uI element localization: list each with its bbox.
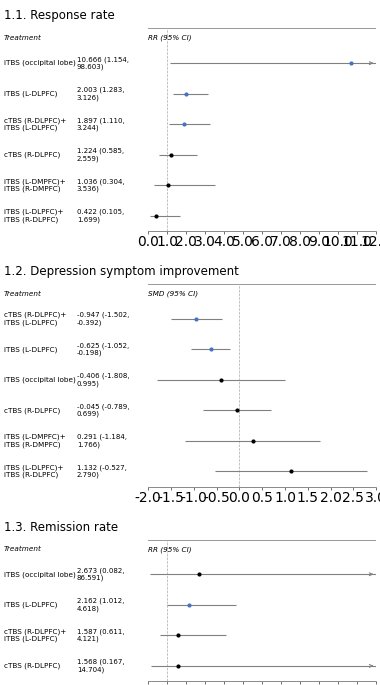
Text: 1.036 (0.304,
3.536): 1.036 (0.304, 3.536) xyxy=(77,178,125,192)
Text: 1.2. Depression symptom improvement: 1.2. Depression symptom improvement xyxy=(4,265,239,278)
Text: 1.224 (0.585,
2.559): 1.224 (0.585, 2.559) xyxy=(77,148,124,162)
Text: cTBS (R-DLPFC): cTBS (R-DLPFC) xyxy=(4,662,60,669)
Text: 1.1. Response rate: 1.1. Response rate xyxy=(4,10,114,23)
Text: 1.568 (0.167,
14.704): 1.568 (0.167, 14.704) xyxy=(77,659,125,673)
Text: RR (95% CI): RR (95% CI) xyxy=(148,546,192,553)
Text: 2.673 (0.082,
86.591): 2.673 (0.082, 86.591) xyxy=(77,567,124,582)
Text: RR (95% CI): RR (95% CI) xyxy=(148,35,192,41)
Text: 0.291 (-1.184,
1.766): 0.291 (-1.184, 1.766) xyxy=(77,434,127,448)
Text: -0.406 (-1.808,
0.995): -0.406 (-1.808, 0.995) xyxy=(77,373,130,387)
Text: iTBS (L-DLPFC): iTBS (L-DLPFC) xyxy=(4,346,57,353)
Text: SMD (95% CI): SMD (95% CI) xyxy=(148,290,198,297)
Text: 0.422 (0.105,
1.699): 0.422 (0.105, 1.699) xyxy=(77,209,124,223)
Text: 1.897 (1.110,
3.244): 1.897 (1.110, 3.244) xyxy=(77,117,125,132)
Text: Treatment: Treatment xyxy=(4,546,42,552)
Text: iTBS (occipital lobe): iTBS (occipital lobe) xyxy=(4,377,76,383)
Text: iTBS (L-DMPFC)+
iTBS (R-DMPFC): iTBS (L-DMPFC)+ iTBS (R-DMPFC) xyxy=(4,434,65,448)
Text: -0.045 (-0.789,
0.699): -0.045 (-0.789, 0.699) xyxy=(77,403,130,417)
Text: 1.3. Remission rate: 1.3. Remission rate xyxy=(4,521,118,534)
Text: iTBS (L-DMPFC)+
iTBS (R-DMPFC): iTBS (L-DMPFC)+ iTBS (R-DMPFC) xyxy=(4,178,65,192)
Text: iTBS (L-DLPFC): iTBS (L-DLPFC) xyxy=(4,601,57,608)
Text: Treatment: Treatment xyxy=(4,35,42,41)
Text: iTBS (occipital lobe): iTBS (occipital lobe) xyxy=(4,60,76,66)
Text: 1.587 (0.611,
4.121): 1.587 (0.611, 4.121) xyxy=(77,628,125,643)
Text: cTBS (R-DLPFC): cTBS (R-DLPFC) xyxy=(4,151,60,158)
Text: iTBS (L-DLPFC): iTBS (L-DLPFC) xyxy=(4,90,57,97)
Text: iTBS (occipital lobe): iTBS (occipital lobe) xyxy=(4,571,76,577)
Text: 2.162 (1.012,
4.618): 2.162 (1.012, 4.618) xyxy=(77,598,124,612)
Text: cTBS (R-DLPFC): cTBS (R-DLPFC) xyxy=(4,407,60,414)
Text: cTBS (R-DLPFC)+
iTBS (L-DLPFC): cTBS (R-DLPFC)+ iTBS (L-DLPFC) xyxy=(4,628,66,643)
Text: 2.003 (1.283,
3.126): 2.003 (1.283, 3.126) xyxy=(77,87,124,101)
Text: cTBS (R-DLPFC)+
iTBS (L-DLPFC): cTBS (R-DLPFC)+ iTBS (L-DLPFC) xyxy=(4,312,66,325)
Text: iTBS (L-DLPFC)+
iTBS (R-DLPFC): iTBS (L-DLPFC)+ iTBS (R-DLPFC) xyxy=(4,209,63,223)
Text: 1.132 (-0.527,
2.790): 1.132 (-0.527, 2.790) xyxy=(77,464,127,479)
Text: Treatment: Treatment xyxy=(4,290,42,297)
Text: iTBS (L-DLPFC)+
iTBS (R-DLPFC): iTBS (L-DLPFC)+ iTBS (R-DLPFC) xyxy=(4,464,63,479)
Text: cTBS (R-DLPFC)+
iTBS (L-DLPFC): cTBS (R-DLPFC)+ iTBS (L-DLPFC) xyxy=(4,117,66,132)
Text: -0.947 (-1.502,
-0.392): -0.947 (-1.502, -0.392) xyxy=(77,312,129,325)
Text: -0.625 (-1.052,
-0.198): -0.625 (-1.052, -0.198) xyxy=(77,342,129,356)
Text: 10.666 (1.154,
98.603): 10.666 (1.154, 98.603) xyxy=(77,56,129,70)
